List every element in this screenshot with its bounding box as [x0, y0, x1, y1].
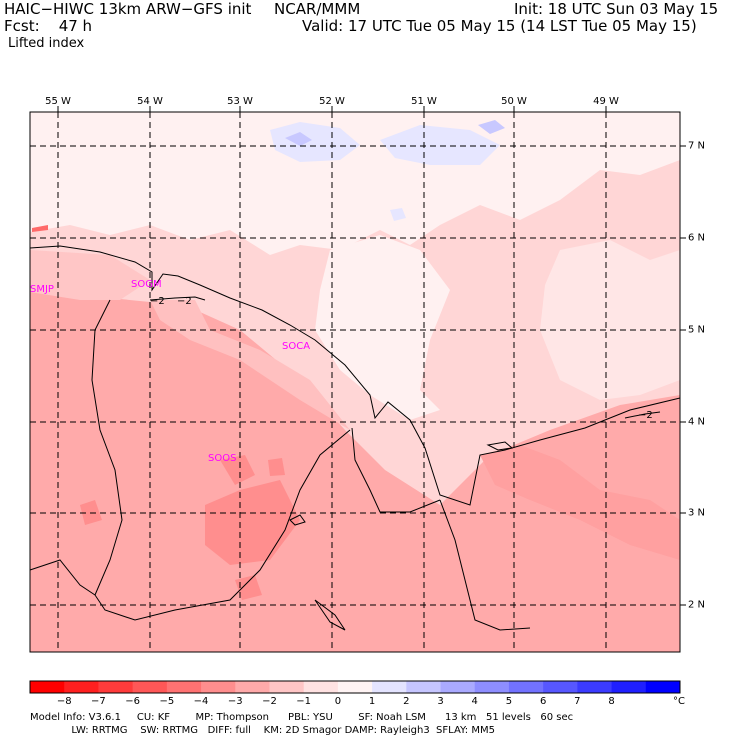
lon-label-55w: 55 W — [45, 96, 71, 107]
colorbar-tick-label: −5 — [159, 696, 175, 707]
border-suriname-guiana — [351, 427, 441, 513]
station-soca: SOCA — [282, 341, 311, 352]
station-sogm: SOGM — [131, 279, 162, 290]
colorbar-tick-label: 0 — [334, 696, 342, 707]
field-minus1-left-strip — [30, 250, 150, 300]
contour-minus2-east — [624, 411, 661, 419]
forecast-hour: Fcst: 47 h — [4, 17, 93, 35]
model-info-line1: Model Info: V3.6.1 CU: KF MP: Thompson P… — [30, 712, 574, 723]
colorbar-swatch — [64, 681, 99, 693]
colorbar-swatch — [406, 681, 442, 693]
lon-label-53w: 53 W — [227, 96, 253, 107]
lon-label-50w: 50 W — [501, 96, 527, 107]
colorbar-tick-label: −3 — [227, 696, 243, 707]
station-soos: SOOS — [208, 453, 237, 464]
field-near-zero-central — [315, 235, 450, 420]
colorbar-swatch — [337, 681, 373, 693]
field-minus3-2 — [220, 455, 255, 485]
river-detail-3 — [486, 441, 514, 451]
colorbar-swatch — [132, 681, 168, 693]
colorbar-tick-label: 2 — [403, 696, 410, 707]
colorbar-tick-label: 4 — [471, 696, 478, 707]
field-positive-5 — [390, 208, 406, 221]
colorbar-tick-label: −4 — [193, 696, 209, 707]
organization-label: NCAR/MMM — [274, 0, 361, 18]
border-west — [29, 559, 96, 596]
lat-label-2n: 2 N — [688, 599, 706, 611]
model-info-line2: LW: RRTMG SW: RRTMG DIFF: full KM: 2D Sm… — [30, 725, 495, 736]
field-positive-4 — [478, 120, 505, 134]
colorbar-frame — [29, 680, 681, 694]
colorbar-swatch — [577, 681, 613, 693]
contour-label-3: −2 — [638, 410, 653, 421]
lat-label-4n: 4 N — [688, 416, 706, 428]
contour-label-2: −2 — [177, 296, 192, 307]
colorbar-swatch — [440, 681, 476, 693]
river-detail-2 — [289, 514, 306, 526]
field-positive-3 — [285, 132, 312, 146]
field-minus2-east-patch — [480, 445, 680, 560]
colorbar-tick-label: −8 — [56, 696, 72, 707]
colorbar-unit: °C — [673, 696, 685, 707]
graticule — [30, 112, 680, 652]
station-smjp: SMJP — [30, 284, 54, 295]
init-time: Init: 18 UTC Sun 03 May 15 — [514, 0, 719, 18]
frame-ticks — [57, 106, 686, 606]
colorbar-swatch — [372, 681, 407, 693]
border-guyana-suriname — [91, 299, 351, 621]
field-minus2-coastal — [150, 300, 350, 430]
field-name: Lifted index — [8, 36, 85, 51]
field-near-zero-north — [30, 112, 680, 255]
colorbar-tick-label: 8 — [608, 696, 615, 707]
colorbar-tick-label: 7 — [574, 696, 581, 707]
colorbar-tick-label: −6 — [125, 696, 140, 707]
coastlines-borders — [29, 245, 681, 631]
field-minus3-4 — [235, 575, 262, 600]
colorbar-swatch — [235, 681, 270, 693]
map-frame — [29, 111, 681, 653]
colorbar-tick-label: 5 — [505, 696, 513, 707]
lat-label-5n: 5 N — [688, 324, 706, 336]
colorbar-swatch — [474, 681, 510, 693]
colorbar-swatch — [508, 681, 544, 693]
lat-label-7n: 7 N — [688, 140, 706, 152]
valid-time: Valid: 17 UTC Tue 05 May 15 (14 LST Tue … — [302, 17, 697, 35]
colorbar-swatch — [611, 681, 647, 693]
lon-label-51w: 51 W — [411, 96, 437, 107]
lon-label-54w: 54 W — [137, 96, 163, 107]
coastline — [29, 245, 681, 506]
contour-minus2 — [149, 296, 206, 301]
field-minus3-5 — [268, 458, 285, 476]
colorbar-tick-label: 6 — [539, 696, 547, 707]
model-title: HAIC−HIWC 13km ARW−GFS init — [4, 0, 252, 18]
contour-label-1: −2 — [150, 296, 165, 307]
field-near-zero-east — [540, 240, 680, 400]
border-guiana-brazil — [439, 499, 531, 631]
lon-label-52w: 52 W — [319, 96, 345, 107]
map-fill — [30, 112, 680, 652]
colorbar-tick-label: 1 — [368, 696, 376, 707]
field-positive-1 — [270, 122, 360, 162]
field-positive-2 — [380, 125, 500, 165]
colorbar-tick-label: −7 — [91, 696, 106, 707]
colorbar-swatch — [645, 681, 681, 693]
field-dark-sliver — [32, 225, 48, 232]
colorbar-tick-label: −2 — [262, 696, 277, 707]
colorbar-swatch — [543, 681, 578, 693]
colorbar-tick-label: −1 — [296, 696, 312, 707]
colorbar-swatch — [98, 681, 134, 693]
colorbar-swatch — [201, 681, 236, 693]
field-minus2-west — [30, 290, 680, 652]
colorbar-swatch — [269, 681, 305, 693]
colorbar-tick-label: 3 — [437, 696, 444, 707]
lat-label-3n: 3 N — [688, 507, 706, 519]
lon-label-49w: 49 W — [593, 96, 619, 107]
colorbar-swatch — [303, 681, 339, 693]
colorbar-swatch — [30, 681, 65, 693]
colorbar-swatch — [166, 681, 202, 693]
river-detail-1 — [314, 599, 346, 631]
lat-label-6n: 6 N — [688, 232, 706, 244]
